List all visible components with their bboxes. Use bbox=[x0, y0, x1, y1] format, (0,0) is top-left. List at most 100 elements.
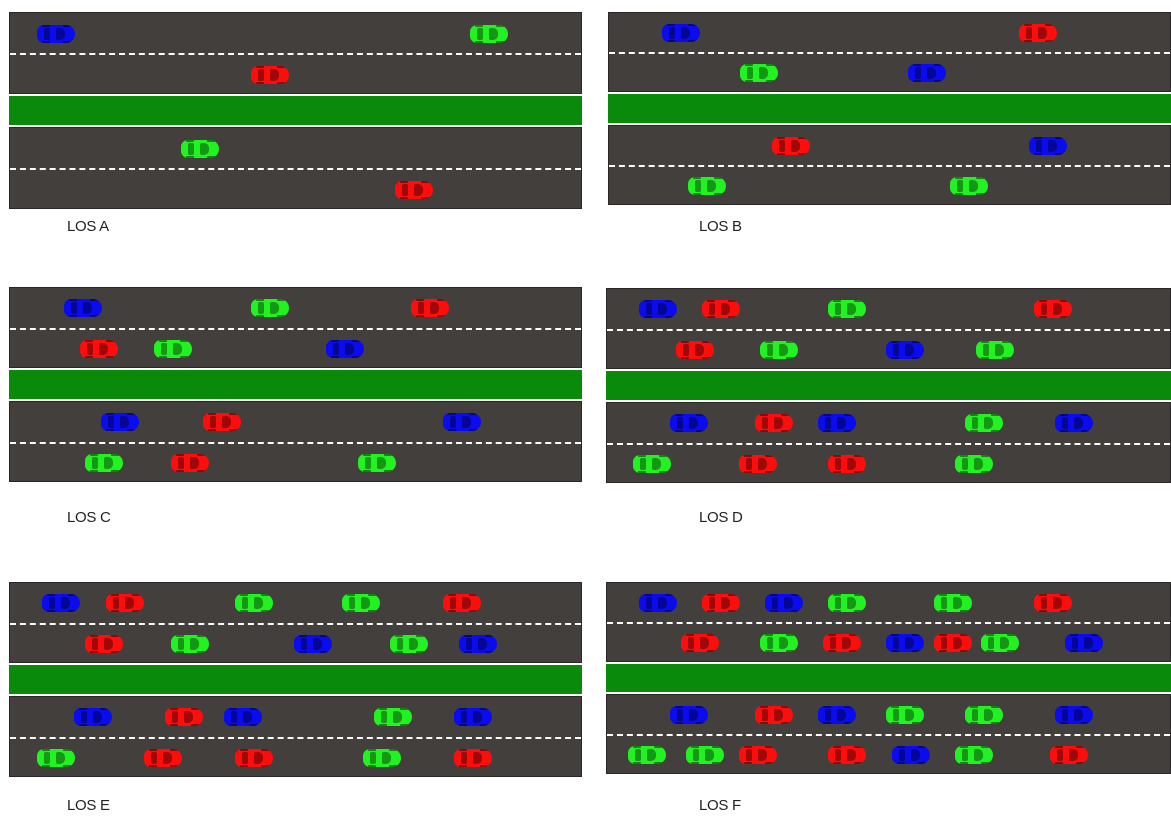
car-wheel bbox=[644, 610, 652, 612]
car-wheel bbox=[854, 316, 862, 318]
car-wheel bbox=[416, 651, 424, 653]
car-wheel bbox=[854, 471, 862, 473]
car-wheel bbox=[823, 722, 831, 724]
car-red bbox=[676, 341, 714, 359]
car-wheel bbox=[277, 82, 285, 84]
panel-los-e bbox=[9, 582, 582, 777]
car-green bbox=[686, 746, 724, 764]
car-wheel bbox=[256, 315, 264, 317]
car-wheel bbox=[261, 765, 269, 767]
car-wheel bbox=[1060, 430, 1068, 432]
car-green bbox=[828, 594, 866, 612]
car-wheel bbox=[765, 341, 773, 343]
car-green bbox=[740, 64, 778, 82]
car-wheel bbox=[1002, 357, 1010, 359]
car-wheel bbox=[791, 594, 799, 596]
car-red bbox=[755, 706, 793, 724]
car-wheel bbox=[347, 610, 355, 612]
car-red bbox=[934, 634, 972, 652]
car-wheel bbox=[42, 749, 50, 751]
car-red bbox=[85, 635, 123, 653]
median-strip bbox=[606, 369, 1171, 402]
car-wheel bbox=[256, 299, 264, 301]
car-wheel bbox=[960, 650, 968, 652]
car-wheel bbox=[469, 594, 477, 596]
car-wheel bbox=[786, 650, 794, 652]
car-wheel bbox=[833, 610, 841, 612]
car-wheel bbox=[960, 455, 968, 457]
car-red bbox=[171, 454, 209, 472]
car-wheel bbox=[250, 724, 258, 726]
road-lower bbox=[608, 125, 1171, 205]
car-wheel bbox=[681, 341, 689, 343]
car-wheel bbox=[106, 413, 114, 415]
car-wheel bbox=[47, 610, 55, 612]
car-blue bbox=[886, 634, 924, 652]
car-green bbox=[390, 635, 428, 653]
car-wheel bbox=[786, 634, 794, 636]
car-wheel bbox=[176, 635, 184, 637]
car-blue bbox=[818, 414, 856, 432]
car-wheel bbox=[127, 429, 135, 431]
car-wheel bbox=[85, 356, 93, 358]
car-wheel bbox=[991, 414, 999, 416]
car-wheel bbox=[696, 430, 704, 432]
car-wheel bbox=[970, 414, 978, 416]
car-wheel bbox=[1024, 24, 1032, 26]
car-wheel bbox=[389, 765, 397, 767]
car-wheel bbox=[844, 414, 852, 416]
car-wheel bbox=[897, 762, 905, 764]
median-strip bbox=[606, 662, 1171, 694]
car-wheel bbox=[633, 746, 641, 748]
car-blue bbox=[765, 594, 803, 612]
car-green bbox=[171, 635, 209, 653]
car-wheel bbox=[644, 594, 652, 596]
car-wheel bbox=[765, 762, 773, 764]
car-blue bbox=[1055, 414, 1093, 432]
car-wheel bbox=[69, 299, 77, 301]
car-wheel bbox=[111, 454, 119, 456]
car-wheel bbox=[939, 650, 947, 652]
car-green bbox=[955, 455, 993, 473]
car-wheel bbox=[1070, 650, 1078, 652]
median-strip bbox=[9, 368, 582, 401]
car-wheel bbox=[111, 610, 119, 612]
car-blue bbox=[74, 708, 112, 726]
car-wheel bbox=[459, 765, 467, 767]
car-red bbox=[1034, 300, 1072, 318]
car-wheel bbox=[1060, 706, 1068, 708]
car-green bbox=[950, 177, 988, 195]
car-wheel bbox=[897, 746, 905, 748]
car-wheel bbox=[765, 634, 773, 636]
car-wheel bbox=[891, 650, 899, 652]
panel-label-los-d: LOS D bbox=[699, 509, 743, 526]
car-wheel bbox=[714, 177, 722, 179]
car-wheel bbox=[197, 635, 205, 637]
car-wheel bbox=[849, 634, 857, 636]
car-wheel bbox=[448, 429, 456, 431]
car-wheel bbox=[986, 650, 994, 652]
car-wheel bbox=[712, 762, 720, 764]
car-wheel bbox=[891, 341, 899, 343]
car-wheel bbox=[1060, 316, 1068, 318]
car-wheel bbox=[912, 722, 920, 724]
car-wheel bbox=[180, 356, 188, 358]
car-wheel bbox=[170, 708, 178, 710]
panel-label-los-a: LOS A bbox=[67, 218, 109, 235]
car-wheel bbox=[1081, 706, 1089, 708]
lane-divider bbox=[10, 736, 581, 739]
car-wheel bbox=[368, 610, 376, 612]
car-wheel bbox=[42, 25, 50, 27]
car-wheel bbox=[90, 299, 98, 301]
car-wheel bbox=[702, 357, 710, 359]
car-wheel bbox=[696, 414, 704, 416]
car-wheel bbox=[229, 413, 237, 415]
car-wheel bbox=[240, 749, 248, 751]
car-wheel bbox=[191, 724, 199, 726]
car-red bbox=[755, 414, 793, 432]
car-wheel bbox=[176, 470, 184, 472]
car-wheel bbox=[781, 430, 789, 432]
lane-divider bbox=[607, 442, 1170, 445]
car-wheel bbox=[981, 357, 989, 359]
car-wheel bbox=[728, 300, 736, 302]
